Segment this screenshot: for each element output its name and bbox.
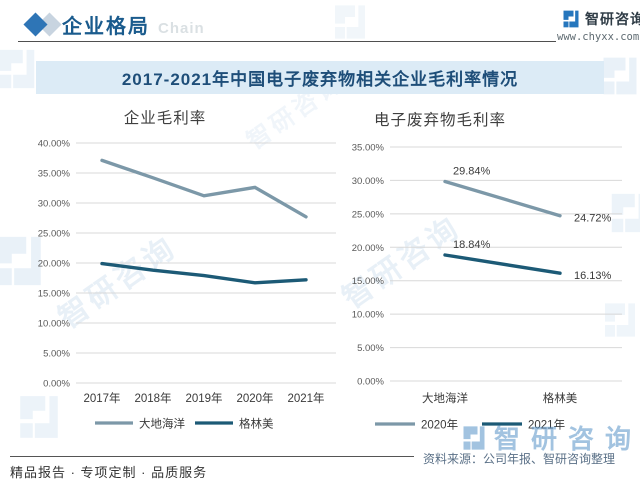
zhiyan-logo-icon: [561, 9, 581, 29]
y-axis-label: 30.00%: [352, 176, 385, 187]
legend-label: 2020年: [421, 418, 458, 432]
x-axis-label: 2021年: [287, 391, 324, 405]
services-tagline: 精品报告 · 专项定制 · 品质服务: [10, 465, 208, 480]
chain-watermark-text: Chain: [158, 20, 205, 37]
y-axis-label: 0.00%: [357, 377, 384, 388]
y-axis-label: 35.00%: [38, 169, 71, 180]
brand-logo: 智研咨询: [561, 9, 640, 29]
brand-name: 智研咨询: [585, 11, 640, 27]
right-chart-title: 电子废弃物毛利率: [373, 112, 506, 129]
website-link[interactable]: www.chyxx.com: [557, 31, 640, 43]
watermark-logo-icon: [0, 46, 40, 92]
header-divider: [18, 41, 556, 42]
series-line-大地海洋: [100, 158, 308, 219]
data-label: 24.72%: [574, 213, 612, 225]
watermark-logo-icon: [598, 54, 640, 98]
ewaste-margin-line-chart: 35.00% 30.00% 25.00% 20.00% 15.00% 10.00% 5.00…: [352, 143, 622, 432]
enterprise-margin-line-chart: 40.00% 35.00% 30.00% 25.00% 20.00% 15.00% 10.0…: [38, 139, 336, 431]
legend-label: 格林美: [239, 417, 274, 431]
x-axis-label: 2020年: [236, 391, 273, 405]
data-label: 29.84%: [453, 166, 491, 178]
y-axis-label: 20.00%: [352, 243, 385, 254]
y-axis-label: 25.00%: [38, 229, 71, 240]
y-axis-label: 5.00%: [357, 343, 384, 354]
y-axis-label: 15.00%: [38, 289, 71, 300]
y-axis-label: 35.00%: [352, 143, 385, 154]
y-axis-label: 25.00%: [352, 209, 385, 220]
chart-banner-title: 2017-2021年中国电子废弃物相关企业毛利率情况: [36, 61, 604, 94]
data-label: 18.84%: [453, 239, 491, 251]
x-axis-label: 2017年: [83, 391, 120, 405]
y-axis-label: 10.00%: [352, 310, 385, 321]
y-axis-label: 40.00%: [38, 139, 71, 150]
series-line-2021年: [443, 253, 562, 275]
x-axis-label: 2018年: [134, 391, 171, 405]
y-axis-label: 20.00%: [38, 259, 71, 270]
x-axis-label: 2019年: [185, 391, 222, 405]
legend-label: 2021年: [528, 418, 565, 432]
y-axis-label: 30.00%: [38, 199, 71, 210]
y-axis-label: 15.00%: [352, 276, 385, 287]
y-axis-label: 0.00%: [43, 379, 70, 390]
data-label: 16.13%: [574, 270, 612, 282]
y-axis-label: 10.00%: [38, 319, 71, 330]
x-axis-label: 格林美: [543, 391, 578, 405]
series-line-格林美: [100, 261, 308, 285]
page-title: 企业格局: [62, 16, 150, 38]
x-axis-label: 大地海洋: [422, 391, 468, 405]
y-axis-label: 5.00%: [43, 349, 70, 360]
legend-label: 大地海洋: [139, 417, 185, 431]
left-chart-title: 企业毛利率: [123, 110, 207, 127]
data-source-note: 资料来源：公司年报、智研咨询整理: [423, 452, 616, 466]
watermark-logo-icon: [330, 2, 370, 42]
footer-divider: [10, 456, 414, 457]
series-line-2020年: [443, 179, 562, 218]
